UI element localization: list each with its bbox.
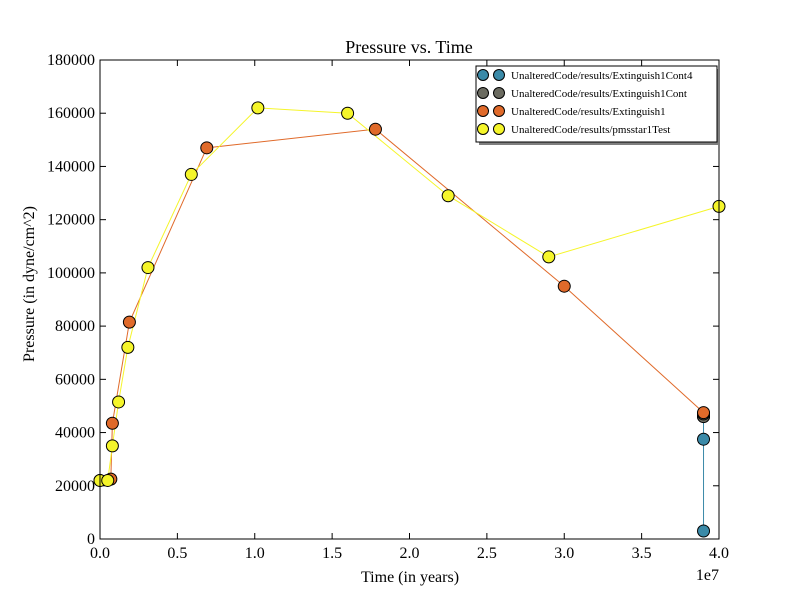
- data-point: [251, 101, 265, 115]
- data-point: [341, 106, 355, 120]
- legend: UnalteredCode/results/Extinguish1Cont4 Un…: [475, 65, 720, 145]
- x-tick-label: 3.5: [632, 545, 652, 562]
- series-layer: [93, 101, 726, 538]
- data-point: [697, 406, 711, 420]
- y-tick-label: 20000: [55, 478, 95, 495]
- plot-frame: [99, 59, 720, 540]
- data-point: [441, 189, 455, 203]
- y-tick-label: 140000: [47, 158, 95, 175]
- x-tick-label: 0.5: [167, 545, 187, 562]
- legend-marker: [477, 123, 489, 135]
- legend-marker: [493, 105, 505, 117]
- legend-label: UnalteredCode/results/Extinguish1Cont: [511, 88, 687, 100]
- legend-label: UnalteredCode/results/Extinguish1: [511, 106, 666, 118]
- legend-marker: [493, 69, 505, 81]
- legend-items: UnalteredCode/results/Extinguish1Cont4 Un…: [477, 69, 693, 136]
- y-tick-label: 80000: [55, 318, 95, 335]
- y-tick-label: 60000: [55, 371, 95, 388]
- data-point: [141, 261, 155, 275]
- legend-marker: [477, 69, 489, 81]
- x-tick-label: 4.0: [709, 545, 729, 562]
- data-point: [121, 340, 135, 354]
- series-line-4: [100, 107, 720, 481]
- x-tick-label: 3.0: [554, 545, 574, 562]
- data-point: [697, 524, 711, 538]
- x-axis-offset-label: 1e7: [696, 567, 719, 584]
- data-point: [697, 432, 711, 446]
- x-tick-label: 2.5: [477, 545, 497, 562]
- legend-marker: [493, 123, 505, 135]
- data-point: [200, 141, 214, 155]
- axis-ticks: 0.0 0.5 1.0 1.5 2.0 2.5 3.0 3.5 4.0 0 20000 40000 60…: [47, 52, 729, 562]
- legend-box: [475, 65, 718, 143]
- data-point: [368, 122, 382, 136]
- y-tick-label: 120000: [47, 212, 95, 229]
- y-tick-label: 180000: [47, 52, 95, 69]
- legend-label: UnalteredCode/results/Extinguish1Cont4: [511, 70, 693, 82]
- data-point: [105, 439, 119, 453]
- x-tick-label: 0.0: [90, 545, 110, 562]
- data-point: [112, 395, 126, 409]
- series-line-3: [99, 128, 704, 481]
- y-tick-label: 160000: [47, 105, 95, 122]
- data-point: [122, 315, 136, 329]
- chart-title: Pressure vs. Time: [345, 37, 473, 57]
- y-tick-label: 0: [87, 531, 95, 548]
- legend-marker: [477, 87, 489, 99]
- x-axis-label: Time (in years): [361, 569, 459, 586]
- x-tick-label: 2.0: [400, 545, 420, 562]
- legend-marker: [477, 105, 489, 117]
- data-point: [105, 416, 119, 430]
- y-axis-label: Pressure (in dyne/cm^2): [21, 206, 38, 362]
- x-tick-label: 1.0: [245, 545, 265, 562]
- legend-marker: [493, 87, 505, 99]
- x-tick-label: 1.5: [322, 545, 342, 562]
- data-point: [542, 250, 556, 264]
- legend-label: UnalteredCode/results/pmsstar1Test: [511, 124, 670, 136]
- data-point: [184, 167, 198, 181]
- data-point: [557, 279, 571, 293]
- data-point: [101, 473, 115, 487]
- y-tick-label: 40000: [55, 425, 95, 442]
- y-tick-label: 100000: [47, 265, 95, 282]
